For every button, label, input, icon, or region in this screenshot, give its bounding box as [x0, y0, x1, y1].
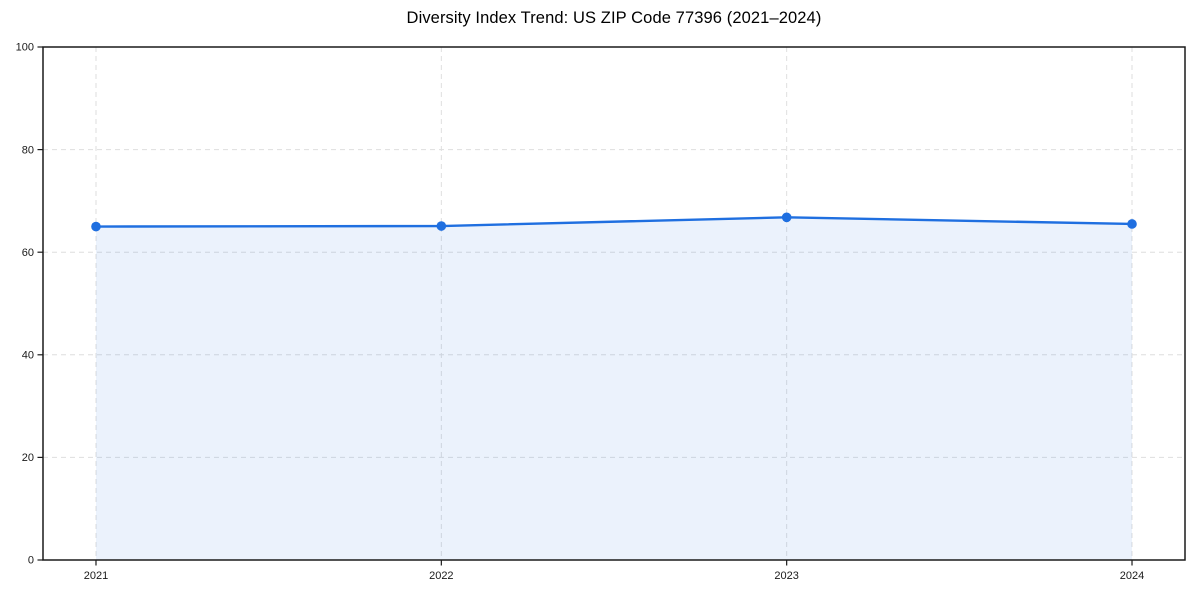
trend-line — [94, 216, 1134, 228]
y-tick-label: 40 — [22, 350, 34, 362]
y-tick-label: 60 — [22, 247, 34, 259]
y-tick-label: 80 — [22, 144, 34, 156]
x-tick-label: 2024 — [1120, 570, 1144, 582]
x-tick-label: 2023 — [774, 570, 798, 582]
data-point — [436, 221, 447, 231]
y-tick-label: 100 — [16, 42, 34, 54]
data-point — [781, 212, 792, 223]
chart-title: Diversity Index Trend: US ZIP Code 77396… — [406, 9, 822, 27]
y-tick-label: 20 — [22, 452, 34, 464]
data-point — [1127, 219, 1137, 229]
x-tick-label: 2022 — [429, 570, 453, 582]
data-point — [91, 221, 101, 232]
y-tick-label: 0 — [28, 555, 34, 567]
x-tick-label: 2021 — [84, 570, 108, 582]
plot-border — [42, 46, 1186, 561]
area-fill — [95, 217, 1133, 561]
